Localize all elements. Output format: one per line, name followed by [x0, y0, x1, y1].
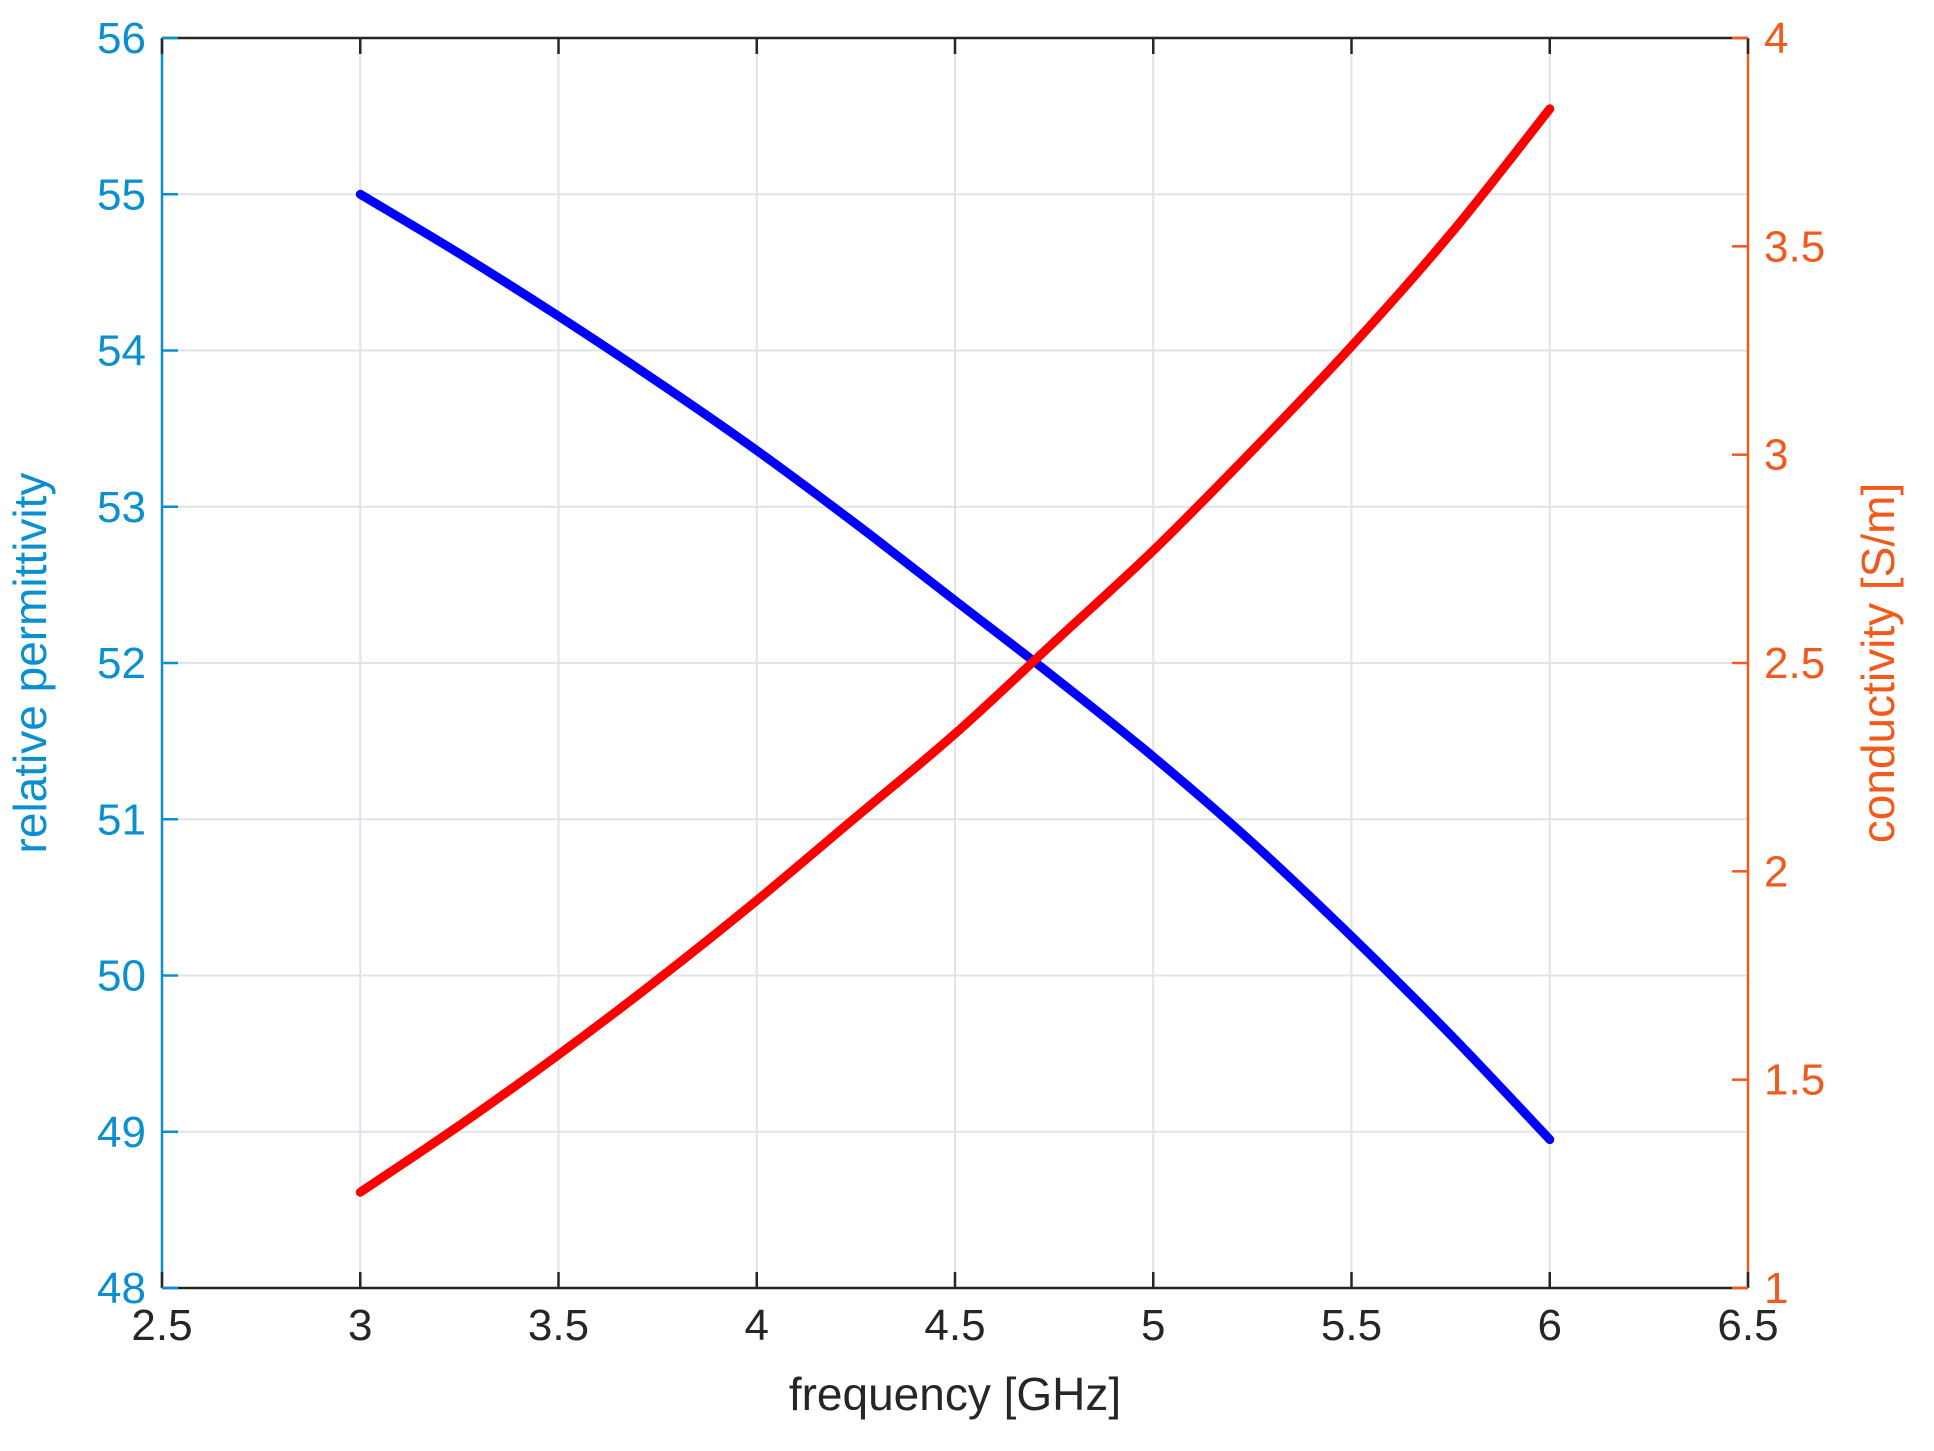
left-y-tick-label: 56	[97, 14, 146, 63]
x-tick-label: 4.5	[924, 1301, 985, 1350]
conductivity-series-line	[355, 104, 1555, 1197]
x-tick-label: 4	[745, 1301, 769, 1350]
right-y-tick-label: 4	[1764, 14, 1788, 63]
right-y-axis-title: conductivity [S/m]	[1852, 483, 1904, 843]
right-y-tick-label: 1.5	[1764, 1056, 1825, 1105]
x-tick-label: 6.5	[1717, 1301, 1778, 1350]
tick-labels: 2.5 3 3.5 4 4.5 5 5.5 6 6.5 48 49 50 51 52 53 54 55 56 1 1.…	[97, 14, 1825, 1350]
axes	[160, 36, 1750, 1290]
left-y-tick-label: 48	[97, 1264, 146, 1313]
x-tick-label: 5.5	[1321, 1301, 1382, 1350]
x-tick-label: 5	[1141, 1301, 1165, 1350]
right-y-tick-label: 1	[1764, 1264, 1788, 1313]
left-y-axis-title: relative permittivity	[4, 473, 56, 854]
x-tick-label: 3	[348, 1301, 372, 1350]
left-y-tick-label: 55	[97, 170, 146, 219]
left-y-tick-label: 54	[97, 327, 146, 376]
left-y-tick-label: 50	[97, 952, 146, 1001]
x-tick-label: 3.5	[528, 1301, 589, 1350]
left-y-tick-label: 53	[97, 483, 146, 532]
right-y-tick-label: 3	[1764, 431, 1788, 480]
right-y-tick-label: 2.5	[1764, 639, 1825, 688]
permittivity-series-line	[355, 189, 1555, 1145]
right-y-tick-label: 2	[1764, 847, 1788, 896]
x-tick-label: 2.5	[131, 1301, 192, 1350]
left-y-tick-label: 49	[97, 1108, 146, 1157]
right-y-tick-label: 3.5	[1764, 222, 1825, 271]
left-y-tick-label: 51	[97, 795, 146, 844]
left-y-tick-label: 52	[97, 639, 146, 688]
x-axis-title: frequency [GHz]	[789, 1368, 1121, 1420]
series-lines	[355, 104, 1555, 1197]
x-tick-label: 6	[1538, 1301, 1562, 1350]
